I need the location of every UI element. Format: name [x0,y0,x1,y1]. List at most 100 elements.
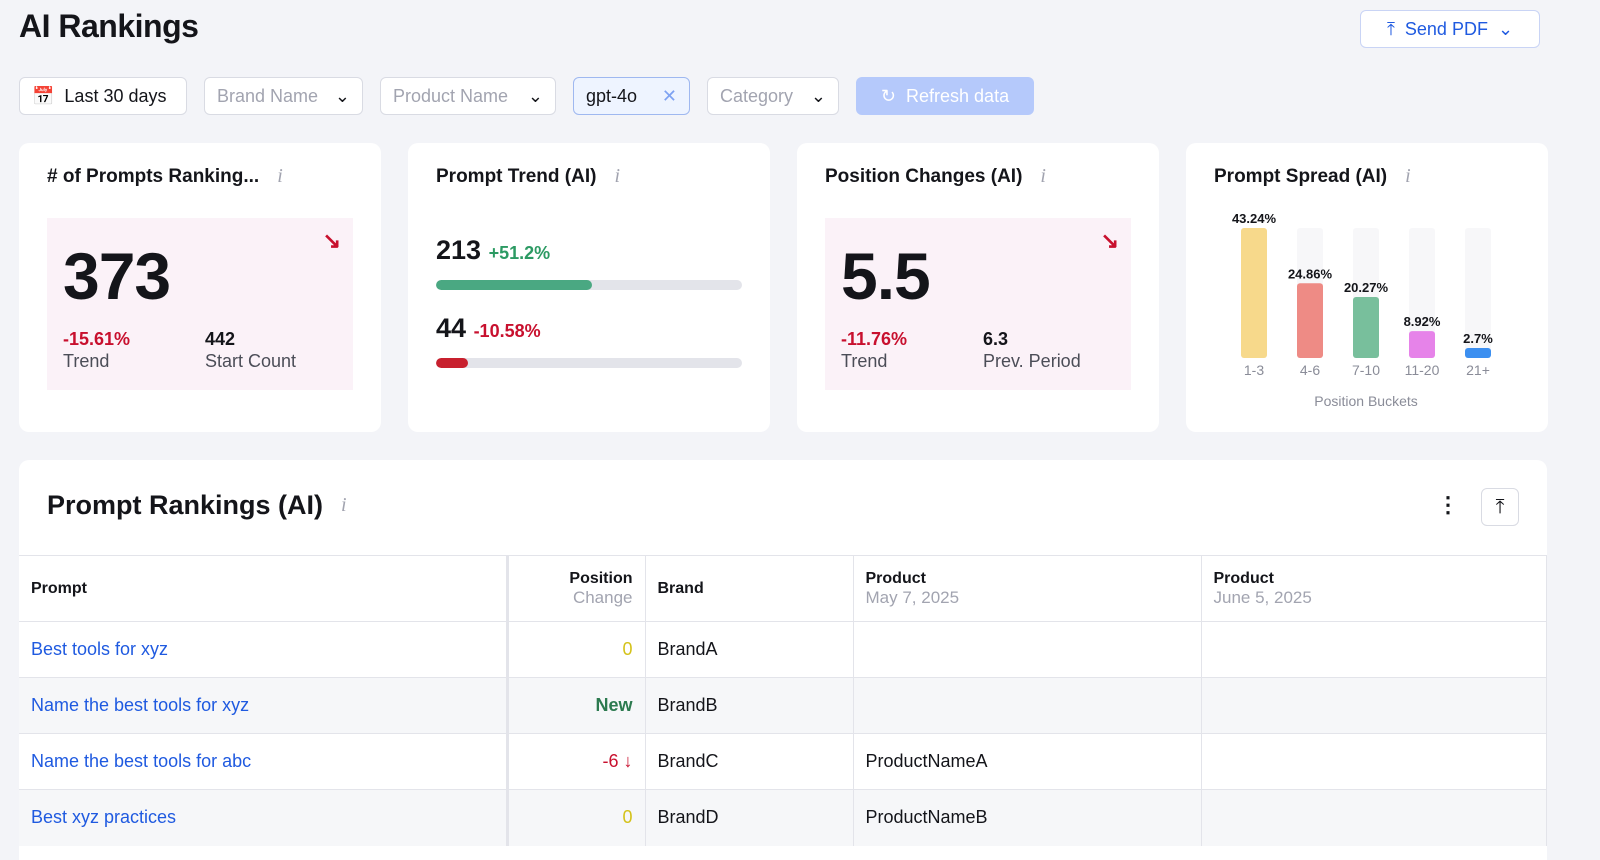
header-sub: June 5, 2025 [1213,587,1312,607]
category-select[interactable]: Category ⌄ [707,77,839,115]
table-title: Prompt Rankings (AI) [47,490,324,520]
export-button[interactable]: ⤒ [1481,488,1519,526]
bar-21+[interactable] [1465,348,1491,358]
table-row: Name the best tools for xyz New BrandB [19,677,1547,734]
chevron-down-icon: ⌄ [810,85,826,106]
trend-up-value: 213 [436,235,482,265]
refresh-label: Refresh data [906,85,1010,106]
info-icon[interactable]: i [277,165,283,187]
table-row: Name the best tools for abc -6 ↓ BrandC … [19,733,1547,790]
model-filter-chip[interactable]: gpt-4o ✕ [573,77,690,115]
prompts-ranking-card: # of Prompts Ranking... i 373 ↘ -15.61% Tr… [19,143,381,432]
position-change-cell: 0 [507,789,646,846]
trend-down-icon: ↘ [322,228,341,253]
prev-period-value: 6.3 [983,329,1009,349]
card-title: Prompt Trend (AI) [436,165,597,187]
info-icon[interactable]: i [614,165,621,187]
upload-icon: ⤒ [1386,18,1395,39]
brand-select[interactable]: Brand Name ⌄ [204,77,363,115]
category-placeholder: Category [720,85,794,106]
col-position-change[interactable]: Position Change [507,555,646,622]
product-cell [1201,621,1547,678]
more-options-icon[interactable]: ⋮ [1437,492,1459,517]
prompt-cell: Best xyz practices [19,789,509,846]
refresh-data-button[interactable]: ↻ Refresh data [856,77,1034,115]
model-chip-label: gpt-4o [586,85,638,106]
brand-placeholder: Brand Name [217,85,319,106]
info-icon[interactable]: i [341,494,347,516]
bar-11-20[interactable] [1409,331,1435,358]
data-label: 24.86% [1288,266,1333,281]
trend-label: Trend [63,351,110,371]
prompt-link[interactable]: Name the best tools for abc [31,751,252,771]
brand-cell: BrandA [645,621,854,678]
calendar-icon: 📅 [32,85,55,106]
bar-7-10[interactable] [1353,297,1379,358]
header-sub: May 7, 2025 [865,587,960,607]
tick-label: 11-20 [1405,362,1440,378]
col-brand[interactable]: Brand [645,555,854,622]
col-product-may[interactable]: Product May 7, 2025 [853,555,1202,622]
product-cell: ProductNameB [853,789,1202,846]
position-changes-card: Position Changes (AI) i 5.5 ↘ -11.76% Tren… [797,143,1159,432]
info-icon[interactable]: i [1040,165,1046,187]
date-range-picker[interactable]: 📅 Last 30 days [19,77,187,115]
header-label: Prompt [31,579,87,597]
product-cell [1201,789,1547,846]
tick-label: 7-10 [1352,362,1380,378]
header-label: Product [865,569,926,587]
data-label: 2.7% [1463,331,1493,346]
prompt-count: 373 [63,239,171,313]
prompt-spread-card: Prompt Spread (AI) i 43.24% 1-3 24.86% 4-6 20… [1186,143,1548,432]
trend-up-change: +51.2% [488,243,551,263]
table-row: Best xyz practices 0 BrandD ProductNameB [19,789,1547,846]
prompt-trend-card: Prompt Trend (AI) i 213 +51.2% 44 -10.58% [408,143,770,432]
rankings-table: Prompt Position Change Brand Product May 7… [19,555,1547,846]
product-placeholder: Product Name [393,85,509,106]
prompt-cell: Best tools for xyz [19,621,509,678]
close-icon[interactable]: ✕ [661,85,677,106]
brand-cell: BrandC [645,733,854,790]
page-title: AI Rankings [19,8,199,44]
data-label: 8.92% [1404,314,1441,329]
header-label: Brand [657,579,704,597]
product-cell [853,621,1202,678]
chevron-down-icon: ⌄ [527,85,543,106]
send-pdf-label: Send PDF [1404,18,1488,39]
send-pdf-button[interactable]: ⤒ Send PDF ⌄ [1360,10,1540,48]
card-title: Prompt Spread (AI) [1214,165,1388,187]
brand-cell: BrandB [645,677,854,734]
data-label: 43.24% [1232,211,1277,226]
table-row: Best tools for xyz 0 BrandA [19,621,1547,678]
prompt-link[interactable]: Name the best tools for xyz [31,695,250,715]
trend-value: -15.61% [63,329,131,349]
prompt-link[interactable]: Best tools for xyz [31,639,169,659]
tick-label: 4-6 [1300,362,1320,378]
prompt-rankings-panel: Prompt Rankings (AI) i ⋮ ⤒ Prompt Positio… [19,460,1547,860]
product-cell [1201,733,1547,790]
info-icon[interactable]: i [1405,165,1411,187]
start-count-value: 442 [205,329,236,349]
trend-down-icon: ↘ [1100,228,1119,253]
prompt-cell: Name the best tools for abc [19,733,509,790]
card-title: Position Changes (AI) [825,165,1023,187]
refresh-icon: ↻ [880,85,897,106]
trend-down-bar [436,358,742,368]
header-label: Position [569,569,633,587]
col-product-june[interactable]: Product June 5, 2025 [1201,555,1547,622]
prompt-cell: Name the best tools for xyz [19,677,509,734]
position-change-cell: New [507,677,646,734]
tick-label: 21+ [1466,362,1490,378]
header-label: Product [1213,569,1274,587]
position-change-cell: 0 [507,621,646,678]
bar-1-3[interactable] [1241,228,1267,358]
trend-down-change: -10.58% [473,321,541,341]
x-axis-label: Position Buckets [1314,393,1418,409]
prompt-link[interactable]: Best xyz practices [31,807,177,828]
bar-4-6[interactable] [1297,283,1323,358]
bar-track [1409,228,1435,358]
product-select[interactable]: Product Name ⌄ [380,77,556,115]
chevron-down-icon: ⌄ [334,85,350,106]
data-label: 20.27% [1344,280,1389,295]
col-prompt[interactable]: Prompt [19,555,509,622]
